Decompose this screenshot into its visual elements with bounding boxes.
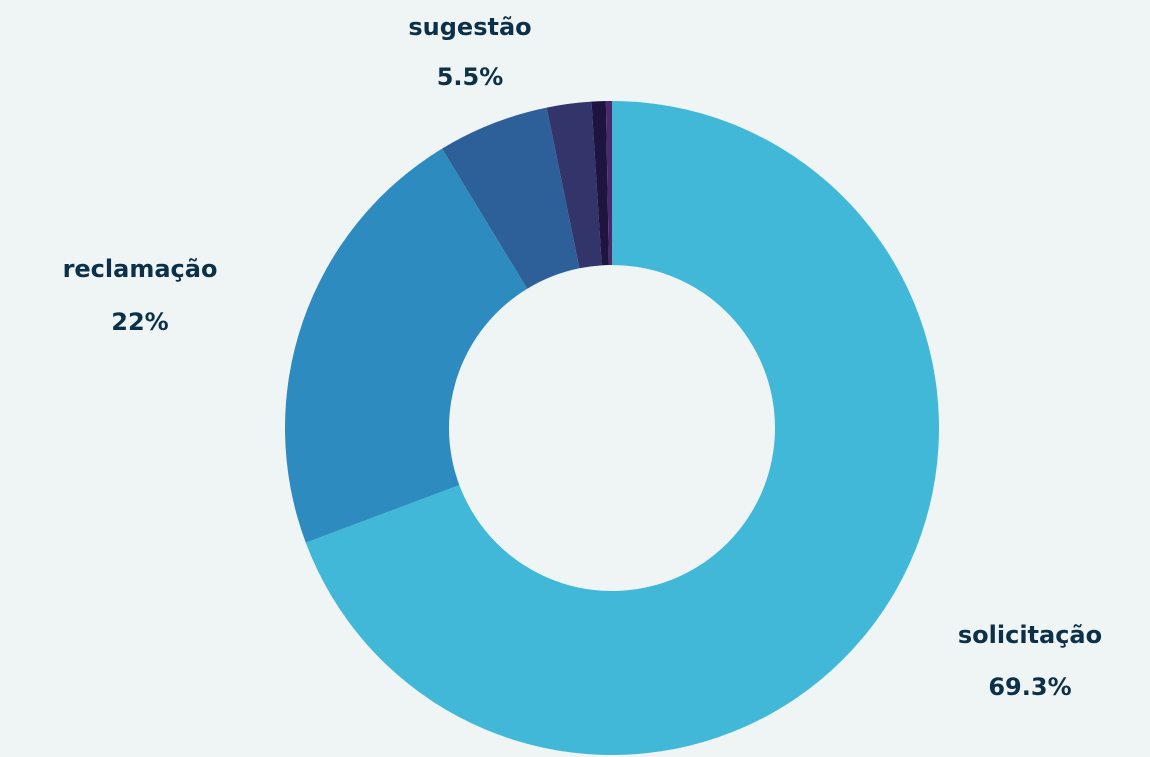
slice-label: reclamação: [63, 255, 218, 283]
slice-value: 69.3%: [988, 673, 1071, 701]
slice-label: solicitação: [958, 621, 1102, 649]
slice-value: 22%: [111, 308, 168, 336]
donut-slice: [442, 107, 580, 289]
donut-slice: [285, 148, 528, 543]
slice-value: 5.5%: [437, 63, 504, 91]
donut-slice: [605, 101, 612, 266]
slice-label: sugestão: [408, 13, 531, 41]
donut-slice: [305, 101, 940, 755]
donut-slice: [546, 101, 602, 269]
donut-slice: [591, 101, 609, 266]
